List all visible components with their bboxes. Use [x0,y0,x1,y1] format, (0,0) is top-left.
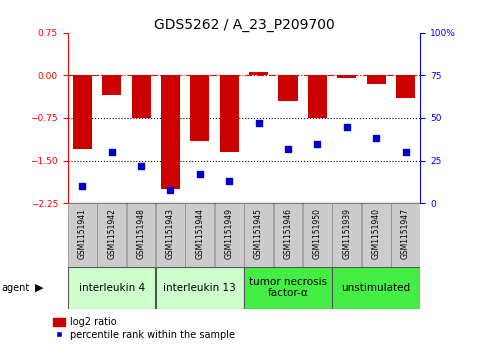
Point [196,171,204,177]
Bar [244,267,332,309]
Bar [131,75,151,118]
Text: tumor necrosis
factor-α: tumor necrosis factor-α [249,277,327,298]
Point [108,149,115,155]
Point [78,183,86,189]
Bar [127,203,156,267]
Bar [244,203,273,267]
Bar [215,203,243,267]
Point [372,135,380,141]
Bar [73,75,92,149]
Text: GSM1151946: GSM1151946 [284,208,293,259]
Bar [303,203,332,267]
Bar [220,75,239,152]
Bar [337,75,356,78]
Point [284,146,292,152]
Text: GSM1151949: GSM1151949 [225,208,234,259]
Bar [102,75,121,95]
Text: GSM1151942: GSM1151942 [107,208,116,258]
Bar [308,75,327,118]
Bar [156,203,185,267]
Text: GSM1151950: GSM1151950 [313,208,322,259]
Text: GSM1151943: GSM1151943 [166,208,175,259]
Text: ▶: ▶ [35,283,43,293]
Bar [362,203,391,267]
Bar [97,203,126,267]
Bar [249,73,268,75]
Text: GSM1151947: GSM1151947 [401,208,410,259]
Bar [367,75,386,84]
Bar [190,75,210,141]
Point [167,187,174,192]
Bar [391,203,420,267]
Text: agent: agent [1,283,29,293]
Point [226,178,233,184]
Text: interleukin 4: interleukin 4 [79,283,145,293]
Point [313,140,321,146]
Point [343,123,351,129]
Bar [332,267,420,309]
Bar [68,267,156,309]
Point [137,163,145,169]
Legend: log2 ratio, percentile rank within the sample: log2 ratio, percentile rank within the s… [53,317,235,340]
Bar [278,75,298,101]
Bar [332,203,361,267]
Text: GSM1151941: GSM1151941 [78,208,87,258]
Text: GSM1151939: GSM1151939 [342,208,351,259]
Text: GSM1151944: GSM1151944 [195,208,204,259]
Bar [68,203,97,267]
Text: GSM1151948: GSM1151948 [137,208,145,258]
Text: GSM1151945: GSM1151945 [254,208,263,259]
Text: interleukin 13: interleukin 13 [163,283,236,293]
Point [402,149,410,155]
Text: GSM1151940: GSM1151940 [371,208,381,259]
Bar [156,267,243,309]
Bar [185,203,214,267]
Point [255,120,262,126]
Bar [273,203,302,267]
Bar [161,75,180,189]
Bar [396,75,415,98]
Text: unstimulated: unstimulated [341,283,411,293]
Title: GDS5262 / A_23_P209700: GDS5262 / A_23_P209700 [154,18,334,32]
